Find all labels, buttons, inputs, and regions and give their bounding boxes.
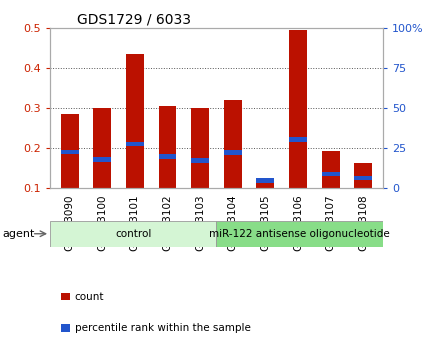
- Bar: [50, 221, 216, 247]
- Text: percentile rank within the sample: percentile rank within the sample: [75, 323, 250, 333]
- Bar: [353, 163, 372, 188]
- Bar: [321, 171, 339, 176]
- Text: agent: agent: [2, 229, 34, 239]
- Bar: [60, 149, 79, 154]
- Bar: [191, 108, 209, 188]
- Bar: [288, 137, 306, 141]
- Bar: [256, 178, 274, 183]
- Bar: [191, 158, 209, 163]
- Bar: [125, 54, 144, 188]
- Bar: [60, 114, 79, 188]
- Bar: [223, 100, 241, 188]
- Text: control: control: [115, 229, 151, 239]
- Bar: [223, 150, 241, 155]
- Bar: [125, 141, 144, 146]
- Bar: [93, 108, 111, 188]
- Bar: [288, 30, 306, 188]
- Bar: [353, 176, 372, 180]
- Bar: [321, 151, 339, 188]
- Bar: [158, 154, 176, 159]
- Bar: [93, 157, 111, 161]
- Text: count: count: [75, 292, 104, 302]
- Text: GDS1729 / 6033: GDS1729 / 6033: [76, 12, 190, 27]
- Bar: [216, 221, 382, 247]
- Bar: [158, 106, 176, 188]
- Bar: [256, 182, 274, 188]
- Text: miR-122 antisense oligonucleotide: miR-122 antisense oligonucleotide: [209, 229, 389, 239]
